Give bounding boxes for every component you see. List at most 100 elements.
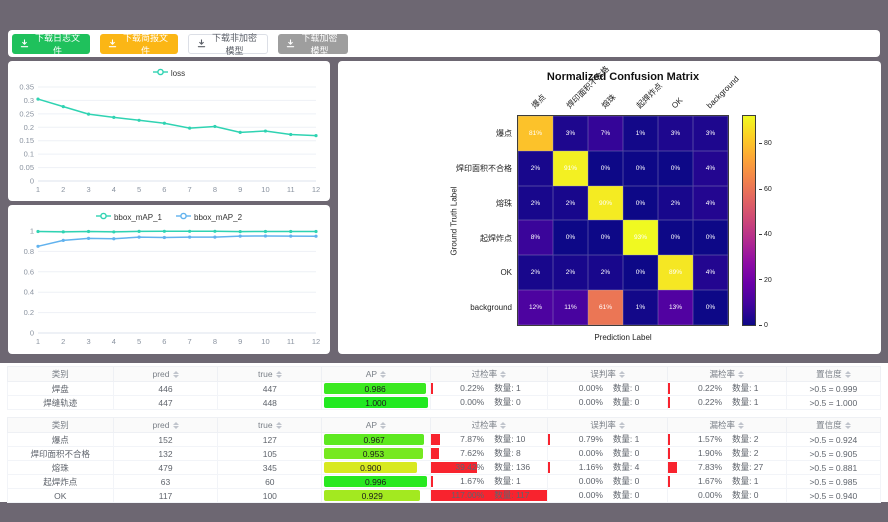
column-header-label: 误判率	[590, 420, 616, 430]
column-header-过检率[interactable]: 过检率	[429, 417, 549, 433]
sort-asc-caret	[844, 422, 851, 426]
column-header-漏检率[interactable]: 漏检率	[666, 417, 787, 433]
column-header-漏检率[interactable]: 漏检率	[666, 366, 787, 382]
rate-bar	[430, 434, 440, 445]
rate-text: 7.87% 数量: 10	[431, 434, 547, 446]
rate-quantity: 数量: 8	[494, 448, 521, 458]
matrix-row-label: OK	[500, 268, 512, 278]
sort-icon[interactable]	[618, 371, 625, 379]
table-row: 爆点 152 127 0.967 7.87% 数量: 10 0.79% 数量: 1 1.57% 数…	[7, 432, 882, 447]
matrix-row-label: 爆点	[496, 128, 512, 138]
download-button-3[interactable]: 下载非加密模型	[188, 33, 268, 56]
column-header-误判率[interactable]: 误判率	[547, 366, 668, 382]
matrix-row-label: 焊印面积不合格	[456, 163, 512, 173]
sort-icon[interactable]	[172, 371, 179, 379]
svg-text:0.05: 0.05	[19, 163, 34, 172]
miss-rate-cell: 1.90% 数量: 2	[666, 446, 787, 461]
column-header-AP[interactable]: AP	[321, 366, 431, 382]
download-button-2[interactable]: 下载简报文件	[100, 33, 178, 56]
confusion-matrix-title: Normalized Confusion Matrix	[546, 71, 700, 83]
svg-text:0.35: 0.35	[19, 83, 34, 92]
sort-icon[interactable]	[172, 422, 179, 430]
sort-icon[interactable]	[380, 422, 387, 430]
sort-asc-caret	[618, 422, 625, 426]
matrix-cell: 61%	[588, 290, 623, 325]
ground-truth-axis-label: Ground Truth Label	[449, 186, 459, 256]
matrix-cell: 7%	[588, 116, 623, 151]
sort-asc-caret	[738, 371, 745, 375]
download-icon	[286, 39, 295, 48]
matrix-cell: 13%	[658, 290, 693, 325]
ap-bar-wrap: 0.967	[323, 434, 429, 446]
sort-icon[interactable]	[275, 422, 282, 430]
rate-text: 0.22% 数量: 1	[668, 383, 785, 395]
matrix-row-label: 熔珠	[496, 198, 512, 208]
legend-item-bbox_mAP_2[interactable]: bbox_mAP_2	[176, 212, 242, 222]
sort-icon[interactable]	[618, 422, 625, 430]
overcheck-rate-cell: 0.00% 数量: 0	[429, 395, 549, 410]
sort-desc-caret	[844, 375, 851, 379]
misjudge-rate-cell: 0.00% 数量: 0	[547, 395, 668, 410]
svg-text:9: 9	[238, 337, 242, 346]
metrics-tables-section: 类别 pred true AP 过检率 误判率 漏检率 置信度 焊盘 446 447 0.986 0.2…	[0, 363, 888, 503]
sort-icon[interactable]	[844, 371, 851, 379]
matrix-cell: 1%	[623, 290, 658, 325]
line-series-icon	[95, 212, 111, 222]
sort-asc-caret	[500, 422, 507, 426]
sort-asc-caret	[275, 422, 282, 426]
rate-percent: 39.42%	[455, 462, 485, 472]
rate-quantity: 数量: 0	[612, 490, 640, 500]
legend-item-loss[interactable]: loss	[152, 68, 185, 78]
sort-desc-caret	[738, 426, 745, 430]
column-header-AP[interactable]: AP	[321, 417, 431, 433]
svg-text:0.25: 0.25	[19, 109, 34, 118]
sort-icon[interactable]	[738, 371, 745, 379]
class-name-cell: 焊印面积不合格	[7, 446, 114, 461]
column-header-过检率[interactable]: 过检率	[429, 366, 549, 382]
download-button-1[interactable]: 下载日志文件	[12, 33, 90, 56]
column-header-true[interactable]: true	[217, 417, 323, 433]
download-button-4[interactable]: 下载加密模型	[278, 33, 348, 56]
sort-icon[interactable]	[844, 422, 851, 430]
rate-text: 39.42% 数量: 136	[431, 462, 547, 474]
sort-icon[interactable]	[500, 422, 507, 430]
rate-text: 0.00% 数量: 0	[549, 448, 667, 460]
column-header-置信度[interactable]: 置信度	[785, 366, 882, 382]
rate-quantity: 数量: 4	[612, 462, 640, 472]
class-name-cell: 起焊炸点	[7, 474, 114, 489]
ap-cell: 0.967	[321, 432, 431, 447]
rate-percent: 1.16%	[578, 462, 603, 472]
svg-text:0.3: 0.3	[24, 96, 34, 105]
column-header-置信度[interactable]: 置信度	[785, 417, 882, 433]
pred-count-cell: 132	[112, 446, 219, 461]
pred-count-cell: 446	[112, 381, 219, 396]
ap-bar: 1.000	[324, 397, 428, 408]
ap-cell: 0.900	[321, 460, 431, 475]
rate-percent: 0.22%	[460, 383, 485, 393]
rate-percent: 0.22%	[697, 397, 723, 407]
svg-text:0.2: 0.2	[24, 308, 34, 317]
confusion-matrix-grid: 81% 3% 7% 1% 3% 3% 2% 91% 0% 0% 0% 4% 2% 2% 90% 0% 2% 4% 8…	[517, 115, 729, 326]
miss-rate-cell: 0.22% 数量: 1	[666, 395, 787, 410]
sort-icon[interactable]	[738, 422, 745, 430]
column-header-label: 过检率	[471, 420, 498, 430]
loss-chart-legend: loss	[8, 65, 330, 81]
column-header-true[interactable]: true	[217, 366, 323, 382]
sort-icon[interactable]	[380, 371, 387, 379]
rate-bar	[548, 434, 551, 445]
sort-asc-caret	[618, 371, 625, 375]
column-header-误判率[interactable]: 误判率	[547, 417, 668, 433]
rate-bar	[668, 434, 670, 445]
sort-asc-caret	[172, 371, 179, 375]
rate-bar	[668, 476, 670, 487]
matrix-cell: 2%	[553, 185, 588, 221]
column-header-pred[interactable]: pred	[112, 366, 219, 382]
matrix-column-label: OK	[670, 95, 685, 111]
legend-item-bbox_mAP_1[interactable]: bbox_mAP_1	[95, 212, 162, 222]
misjudge-rate-cell: 0.79% 数量: 1	[547, 432, 668, 447]
column-header-pred[interactable]: pred	[112, 417, 219, 433]
sort-desc-caret	[618, 375, 625, 379]
sort-icon[interactable]	[500, 371, 507, 379]
column-header-类别: 类别	[7, 366, 114, 382]
sort-icon[interactable]	[275, 371, 282, 379]
